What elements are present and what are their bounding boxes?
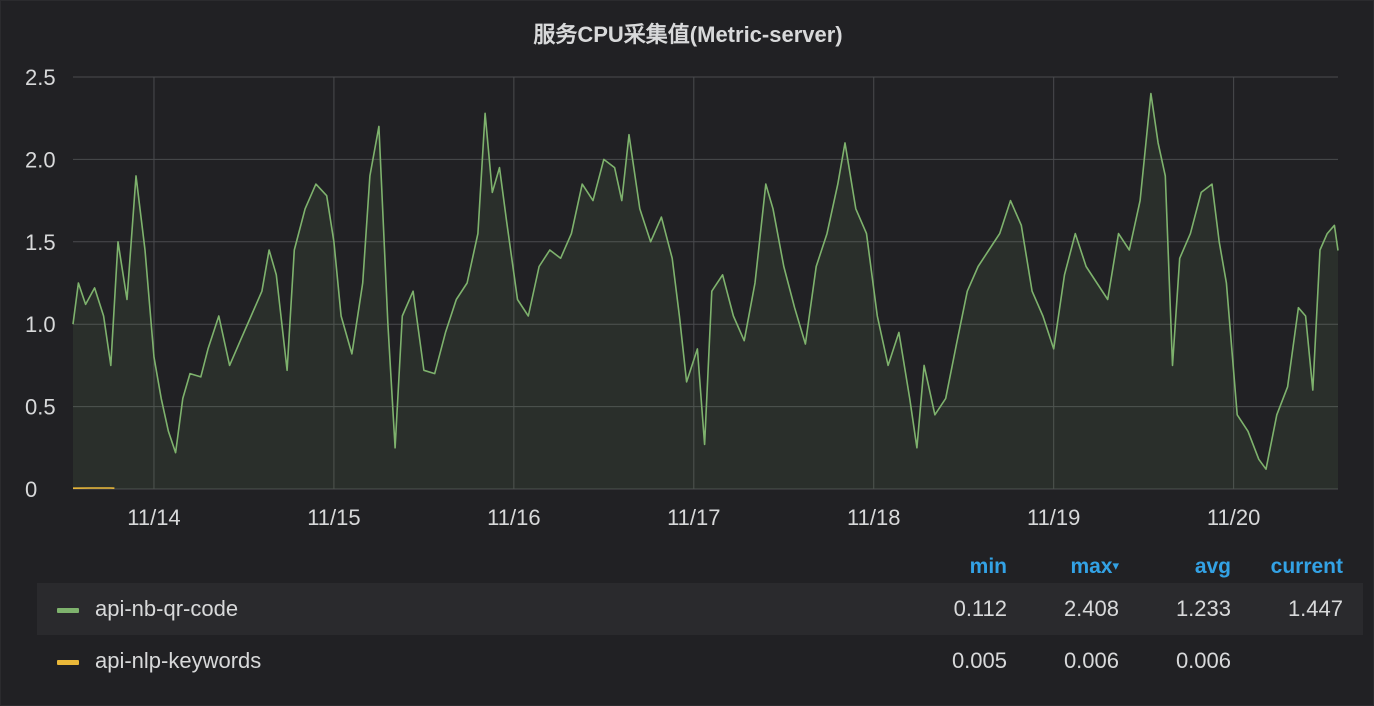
panel-title[interactable]: 服务CPU采集值(Metric-server): [533, 22, 843, 47]
y-tick-label: 0.5: [25, 395, 56, 420]
legend-header-max-label: max: [1070, 555, 1113, 578]
x-tick-label: 11/19: [1027, 505, 1080, 530]
x-tick-label: 11/20: [1207, 505, 1260, 530]
legend-value-avg: 1.233: [1175, 596, 1231, 621]
y-tick-label: 1.5: [25, 230, 56, 255]
x-tick-label: 11/17: [667, 505, 720, 530]
x-tick-label: 11/18: [847, 505, 900, 530]
series-color-swatch[interactable]: [57, 660, 79, 665]
legend-header-avg[interactable]: avg: [1194, 555, 1231, 578]
y-tick-label: 2.0: [25, 147, 56, 172]
legend-row: api-nlp-keywords 0.005 0.006 0.006: [37, 635, 1363, 687]
legend-value-min: 0.112: [953, 596, 1007, 621]
legend-header-min[interactable]: min: [969, 555, 1007, 578]
legend-value-max: 2.408: [1063, 596, 1119, 621]
y-tick-label: 0: [25, 477, 37, 502]
legend-series-name[interactable]: api-nlp-keywords: [95, 648, 262, 673]
legend-value-min: 0.005: [951, 648, 1007, 673]
legend-header: min max▾ avg current: [37, 547, 1363, 583]
series-line-api-nb-qr-code: [72, 92, 1339, 470]
legend-row: api-nb-qr-code 0.112 2.408 1.233 1.447: [37, 583, 1363, 635]
x-tick-label: 11/14: [127, 505, 180, 530]
legend-header-current[interactable]: current: [1270, 555, 1343, 578]
sort-desc-icon: ▾: [1112, 558, 1119, 573]
cpu-graph[interactable]: 0 0.5 1.0 1.5 2.0 2.5 11/14 11/15 11/16 11/17 11/1…: [1, 1, 1374, 541]
legend-header-max[interactable]: max▾: [1007, 555, 1119, 579]
legend-value-max: 0.006: [1063, 648, 1119, 673]
series-color-swatch[interactable]: [57, 608, 79, 613]
x-tick-label: 11/16: [487, 505, 540, 530]
legend-series-name[interactable]: api-nb-qr-code: [95, 596, 239, 621]
legend-value-avg: 0.006: [1175, 648, 1231, 673]
legend-table: min max▾ avg current api-nb-qr-code 0.11…: [37, 547, 1363, 687]
series-area-api-nb-qr-code: [73, 93, 1338, 489]
x-tick-label: 11/15: [307, 505, 360, 530]
legend-value-current: 1.447: [1287, 596, 1343, 621]
y-tick-label: 2.5: [25, 65, 56, 90]
y-tick-label: 1.0: [25, 312, 56, 337]
